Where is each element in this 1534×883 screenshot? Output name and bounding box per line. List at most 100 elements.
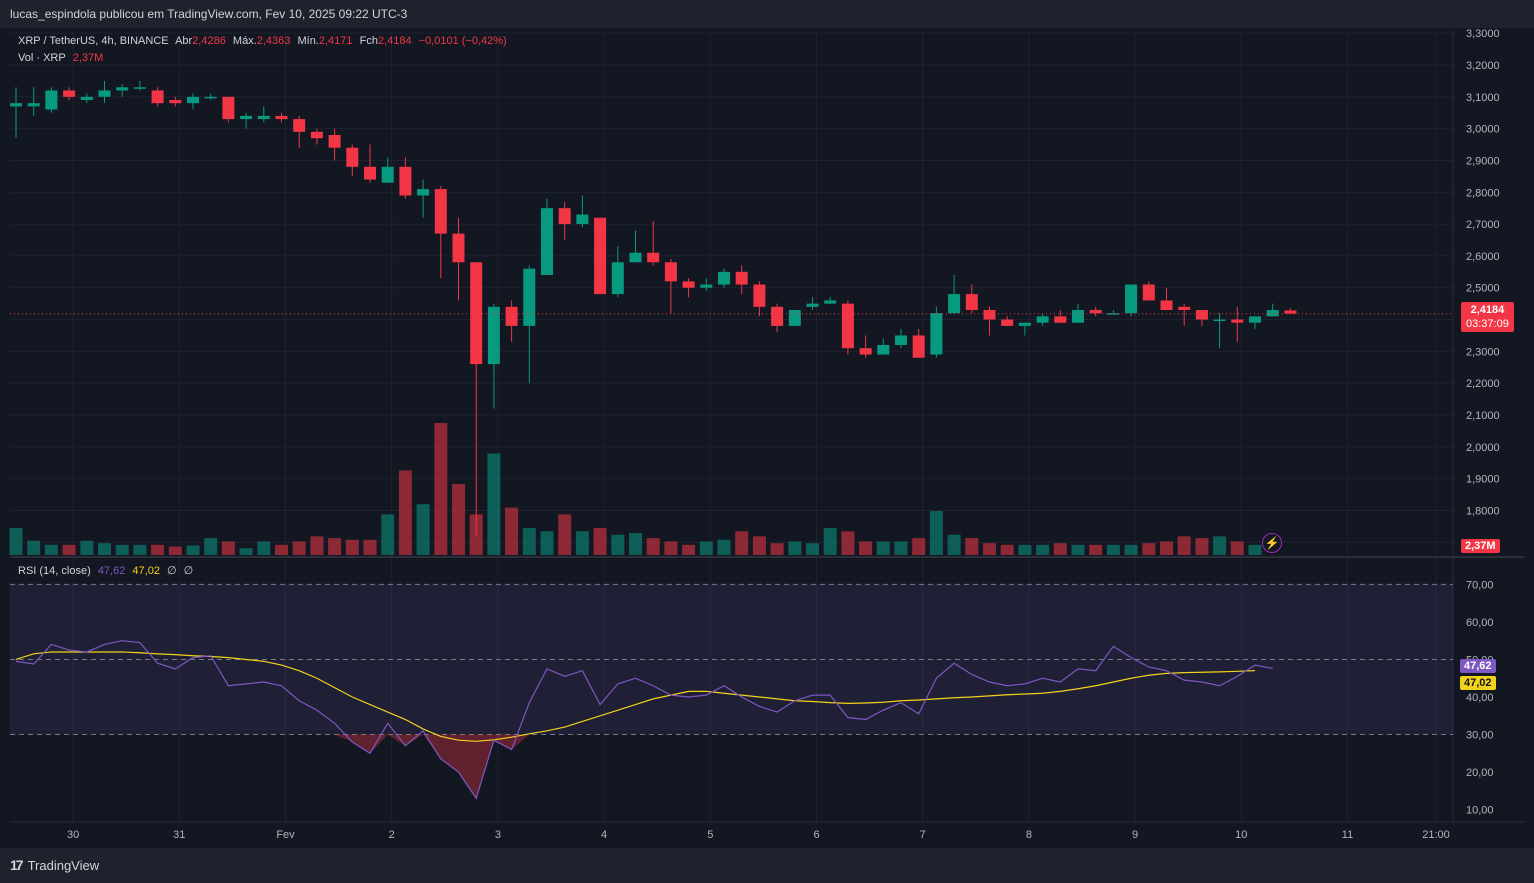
candle-body bbox=[1107, 313, 1120, 315]
rsi-label[interactable]: RSI (14, close) bbox=[18, 565, 91, 577]
candle-body bbox=[629, 252, 642, 263]
candle-body bbox=[611, 262, 624, 295]
time-axis-label: 11 bbox=[1342, 829, 1353, 841]
candle-body bbox=[310, 131, 323, 139]
candle-body bbox=[257, 115, 270, 120]
price-axis-label: 2,7000 bbox=[1466, 219, 1500, 231]
candle-body bbox=[700, 284, 713, 288]
volume-bar bbox=[27, 540, 41, 555]
candle-body bbox=[841, 303, 854, 349]
time-axis-label: 30 bbox=[67, 829, 79, 841]
candle-body bbox=[204, 96, 217, 99]
price-axis-label: 3,2000 bbox=[1466, 60, 1500, 72]
rsi-extra-1: ∅ bbox=[167, 565, 177, 577]
rsi-axis-label: 20,00 bbox=[1466, 767, 1494, 779]
candle-body bbox=[293, 119, 306, 132]
candle-body bbox=[1160, 300, 1173, 310]
candle-body bbox=[151, 90, 164, 104]
open-label: Abr bbox=[175, 35, 193, 47]
high-label: Máx. bbox=[232, 35, 257, 47]
candle-body bbox=[63, 90, 76, 97]
volume-bar bbox=[841, 531, 855, 555]
candle-body bbox=[1036, 316, 1049, 323]
volume-bar bbox=[965, 538, 979, 555]
volume-bar bbox=[434, 423, 448, 555]
price-axis-label: 2,3000 bbox=[1466, 346, 1500, 358]
price-axis-label: 2,1000 bbox=[1466, 410, 1500, 422]
candle-body bbox=[80, 96, 93, 100]
volume-bar bbox=[1124, 544, 1138, 555]
volume-bar bbox=[593, 527, 607, 555]
price-axis-label: 2,8000 bbox=[1466, 187, 1500, 199]
time-axis-label: 4 bbox=[601, 829, 607, 841]
candle-body bbox=[930, 313, 943, 355]
candle-body bbox=[771, 306, 784, 326]
volume-bar bbox=[1177, 536, 1191, 555]
candle-body bbox=[735, 271, 748, 285]
volume-bar bbox=[9, 527, 23, 555]
rsi-ma-line bbox=[15, 651, 1256, 742]
candle-body bbox=[912, 335, 925, 358]
time-axis-label: Fev bbox=[276, 829, 295, 841]
candle-body bbox=[187, 96, 199, 104]
volume-bar bbox=[823, 527, 837, 555]
candle-body bbox=[399, 166, 412, 196]
candle-body bbox=[1231, 319, 1244, 323]
candle-body bbox=[1089, 310, 1102, 314]
volume-bar bbox=[1142, 543, 1156, 555]
rsi-value: 47,62 bbox=[97, 565, 126, 577]
candle-body bbox=[664, 262, 677, 282]
brand[interactable]: 17 TradingView bbox=[10, 857, 99, 873]
candle-body bbox=[1018, 322, 1031, 326]
volume-bar bbox=[540, 531, 554, 555]
candle-body bbox=[1284, 310, 1297, 314]
volume-label[interactable]: Vol · XRP bbox=[18, 52, 66, 64]
candle-body bbox=[346, 147, 359, 167]
price-tag: 2,4184 03:37:09 bbox=[1461, 302, 1514, 332]
rsi-line bbox=[15, 640, 1273, 800]
candle-body bbox=[470, 262, 483, 365]
candle-body bbox=[948, 294, 961, 314]
candle-body bbox=[594, 217, 607, 295]
volume-bar bbox=[452, 483, 465, 555]
volume-bar bbox=[806, 543, 819, 555]
volume-bar bbox=[62, 544, 76, 555]
volume-bar bbox=[717, 539, 731, 555]
volume-bar bbox=[505, 507, 519, 555]
volume-bar bbox=[1071, 544, 1085, 555]
price-axis-label: 3,0000 bbox=[1466, 124, 1500, 136]
volume-bar bbox=[416, 504, 430, 555]
volume-bar bbox=[1106, 544, 1120, 555]
time-axis-label: 8 bbox=[1026, 829, 1032, 841]
price-axis-label: 2,9000 bbox=[1466, 155, 1500, 167]
candle-body bbox=[452, 233, 465, 263]
time-axis-label: 2 bbox=[389, 829, 395, 841]
candle-body bbox=[682, 281, 695, 288]
price-axis-label: 2,2000 bbox=[1466, 378, 1500, 390]
candle-body bbox=[434, 189, 447, 234]
price-tag-countdown: 03:37:09 bbox=[1466, 318, 1509, 330]
volume-bar bbox=[1195, 538, 1209, 555]
candle-body bbox=[718, 271, 730, 285]
candle-body bbox=[1249, 316, 1261, 323]
candle-body bbox=[505, 306, 518, 326]
candle-body bbox=[328, 135, 341, 148]
volume-bar bbox=[646, 538, 660, 555]
symbol-name[interactable]: XRP / TetherUS, 4h, BINANCE bbox=[18, 35, 169, 47]
volume-bar bbox=[752, 536, 766, 555]
candle-body bbox=[965, 294, 978, 310]
volume-bar bbox=[929, 511, 943, 555]
lightning-icon[interactable]: ⚡ bbox=[1262, 533, 1282, 553]
volume-bar bbox=[983, 543, 996, 555]
candle-body bbox=[364, 166, 376, 180]
volume-bar bbox=[735, 531, 749, 555]
rsi-tag: 47,62 bbox=[1460, 659, 1496, 673]
candle-body bbox=[1072, 310, 1084, 323]
tradingview-logo-icon: 17 bbox=[10, 857, 24, 873]
price-axis-label: 1,9000 bbox=[1466, 474, 1500, 486]
volume-bar bbox=[894, 541, 908, 555]
top-bar: lucas_espindola publicou em TradingView.… bbox=[0, 0, 1534, 28]
time-axis-label: 10 bbox=[1235, 829, 1247, 841]
candle-body bbox=[877, 345, 890, 355]
